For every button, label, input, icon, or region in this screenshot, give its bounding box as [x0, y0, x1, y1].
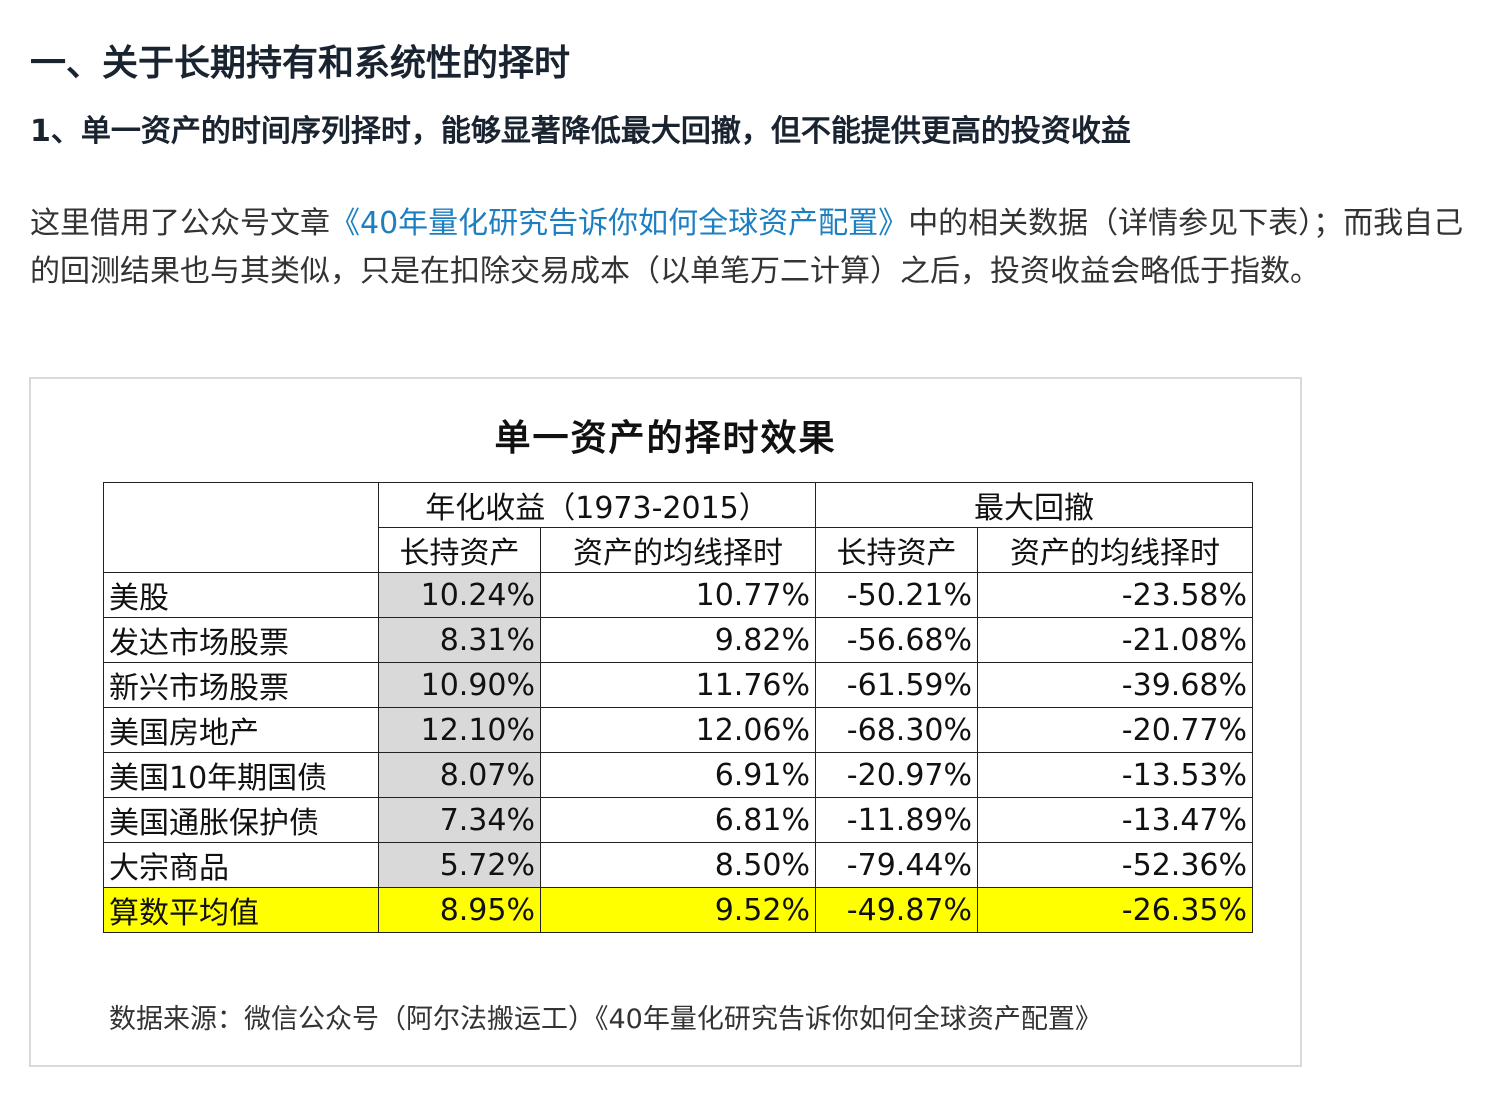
timing-effect-table: 年化收益（1973-2015） 最大回撤 长持资产 资产的均线择时 长持资产 资…: [103, 482, 1253, 933]
paragraph-text-before: 这里借用了公众号文章: [30, 206, 330, 241]
table-cell: -50.21%: [815, 572, 978, 618]
table-cell: -39.68%: [977, 662, 1253, 708]
row-label: 美股: [103, 572, 379, 618]
table-cell: 6.81%: [540, 797, 816, 843]
subheader-cell: 资产的均线择时: [540, 527, 816, 573]
table-cell: 5.72%: [378, 842, 541, 888]
group-header-annual-return: 年化收益（1973-2015）: [378, 482, 816, 528]
row-label: 算数平均值: [103, 887, 379, 933]
corner-cell: [103, 482, 379, 573]
figure-title: 单一资产的择时效果: [494, 418, 837, 459]
data-source-note: 数据来源：微信公众号（阿尔法搬运工）《40年量化研究告诉你如何全球资产配置》: [109, 1004, 1102, 1035]
table-cell: -26.35%: [977, 887, 1253, 933]
table-cell: 9.52%: [540, 887, 816, 933]
table-cell: 12.06%: [540, 707, 816, 753]
paragraph-text-after: 中的相关数据（详情参见下表）；而我自己的回测结果也与其类似，只是在扣除交易成本（…: [30, 206, 1464, 289]
row-label: 美国10年期国债: [103, 752, 379, 798]
table-cell: 7.34%: [378, 797, 541, 843]
row-label: 美国通胀保护债: [103, 797, 379, 843]
table-cell: -68.30%: [815, 707, 978, 753]
table-cell: -20.77%: [977, 707, 1253, 753]
table-group-header-row: 年化收益（1973-2015） 最大回撤: [103, 482, 1253, 573]
subheader-cell: 长持资产: [378, 527, 541, 573]
table-cell: -52.36%: [977, 842, 1253, 888]
row-label: 新兴市场股票: [103, 662, 379, 708]
table-row: 美国房地产 12.10% 12.06% -68.30% -20.77%: [103, 707, 1253, 753]
row-label: 美国房地产: [103, 707, 379, 753]
table-row: 美股 10.24% 10.77% -50.21% -23.58%: [103, 572, 1253, 618]
subheader-cell: 资产的均线择时: [977, 527, 1253, 573]
subheader-cell: 长持资产: [815, 527, 978, 573]
table-row: 大宗商品 5.72% 8.50% -79.44% -52.36%: [103, 842, 1253, 888]
subsection-heading: 1、单一资产的时间序列择时，能够显著降低最大回撤，但不能提供更高的投资收益: [30, 114, 1131, 149]
table-row: 算数平均值 8.95% 9.52% -49.87% -26.35%: [103, 887, 1253, 933]
table-cell: -21.08%: [977, 617, 1253, 663]
table-cell: 8.50%: [540, 842, 816, 888]
table-cell: -23.58%: [977, 572, 1253, 618]
group-header-max-drawdown: 最大回撤: [815, 482, 1253, 528]
row-label: 大宗商品: [103, 842, 379, 888]
table-cell: -61.59%: [815, 662, 978, 708]
table-cell: 8.07%: [378, 752, 541, 798]
table-body: 美股 10.24% 10.77% -50.21% -23.58% 发达市场股票 8.31% 9…: [103, 572, 1253, 933]
table-cell: 10.24%: [378, 572, 541, 618]
table-row: 发达市场股票 8.31% 9.82% -56.68% -21.08%: [103, 617, 1253, 663]
table-cell: -13.53%: [977, 752, 1253, 798]
table-cell: 8.31%: [378, 617, 541, 663]
table-cell: 10.90%: [378, 662, 541, 708]
section-heading: 一、关于长期持有和系统性的择时: [30, 43, 571, 84]
table-cell: 6.91%: [540, 752, 816, 798]
table-cell: -13.47%: [977, 797, 1253, 843]
table-cell: -20.97%: [815, 752, 978, 798]
table-subheader-row: 长持资产 资产的均线择时 长持资产 资产的均线择时: [104, 527, 1253, 573]
table-figure: 单一资产的择时效果 年化收益（1973-2015） 最大回撤 长持资产 资产的均…: [29, 377, 1302, 1067]
table-row: 新兴市场股票 10.90% 11.76% -61.59% -39.68%: [103, 662, 1253, 708]
table-cell: 8.95%: [378, 887, 541, 933]
row-label: 发达市场股票: [103, 617, 379, 663]
table-cell: 9.82%: [540, 617, 816, 663]
article-link[interactable]: 《40年量化研究告诉你如何全球资产配置》: [330, 206, 909, 241]
intro-paragraph: 这里借用了公众号文章《40年量化研究告诉你如何全球资产配置》中的相关数据（详情参…: [30, 200, 1485, 296]
table-cell: 10.77%: [540, 572, 816, 618]
table-cell: -49.87%: [815, 887, 978, 933]
table-cell: 12.10%: [378, 707, 541, 753]
table-cell: -11.89%: [815, 797, 978, 843]
table-row: 美国通胀保护债 7.34% 6.81% -11.89% -13.47%: [103, 797, 1253, 843]
table-cell: -79.44%: [815, 842, 978, 888]
table-cell: -56.68%: [815, 617, 978, 663]
table-row: 美国10年期国债 8.07% 6.91% -20.97% -13.53%: [103, 752, 1253, 798]
table-cell: 11.76%: [540, 662, 816, 708]
